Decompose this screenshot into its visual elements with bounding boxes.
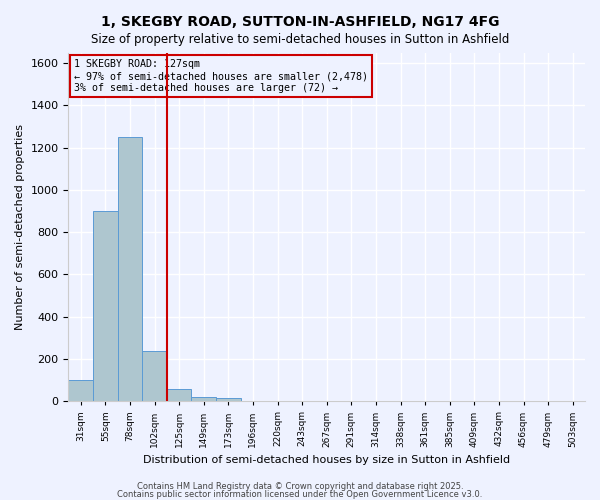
Bar xyxy=(241,400,265,402)
Bar xyxy=(68,380,93,402)
Bar xyxy=(216,398,241,402)
Text: 1, SKEGBY ROAD, SUTTON-IN-ASHFIELD, NG17 4FG: 1, SKEGBY ROAD, SUTTON-IN-ASHFIELD, NG17… xyxy=(101,15,499,29)
Text: Contains HM Land Registry data © Crown copyright and database right 2025.: Contains HM Land Registry data © Crown c… xyxy=(137,482,463,491)
Text: Contains public sector information licensed under the Open Government Licence v3: Contains public sector information licen… xyxy=(118,490,482,499)
Bar xyxy=(167,388,191,402)
Text: 1 SKEGBY ROAD: 127sqm
← 97% of semi-detached houses are smaller (2,478)
3% of se: 1 SKEGBY ROAD: 127sqm ← 97% of semi-deta… xyxy=(74,60,368,92)
Bar xyxy=(93,211,118,402)
Text: Size of property relative to semi-detached houses in Sutton in Ashfield: Size of property relative to semi-detach… xyxy=(91,32,509,46)
Bar xyxy=(191,397,216,402)
X-axis label: Distribution of semi-detached houses by size in Sutton in Ashfield: Distribution of semi-detached houses by … xyxy=(143,455,510,465)
Bar xyxy=(118,137,142,402)
Y-axis label: Number of semi-detached properties: Number of semi-detached properties xyxy=(15,124,25,330)
Bar xyxy=(142,350,167,402)
